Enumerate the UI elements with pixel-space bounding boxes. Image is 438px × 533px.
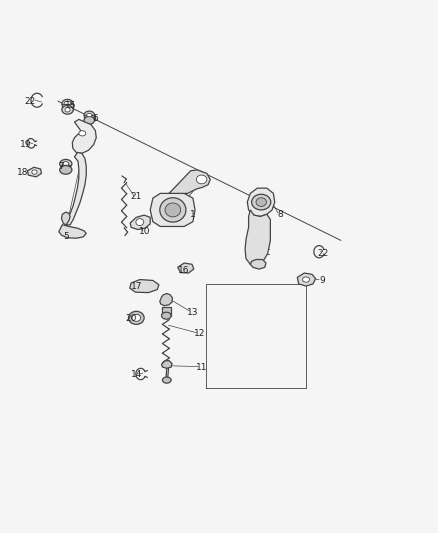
Polygon shape [178,263,194,273]
Text: 10: 10 [139,227,151,236]
Text: 8: 8 [277,210,283,219]
Polygon shape [59,225,86,238]
Ellipse shape [132,314,141,321]
Text: 21: 21 [131,192,142,201]
Text: 19: 19 [20,140,31,149]
Polygon shape [162,360,172,368]
Text: 17: 17 [131,281,142,290]
Ellipse shape [303,277,310,282]
Bar [84,115,95,120]
Ellipse shape [196,175,207,184]
Polygon shape [245,210,270,265]
Text: 1: 1 [190,210,196,219]
Ellipse shape [62,99,73,108]
Bar [61,165,70,169]
Ellipse shape [162,312,171,319]
Text: 14: 14 [131,370,142,379]
Polygon shape [160,294,173,305]
Text: 7: 7 [59,162,64,171]
Text: 6: 6 [92,114,98,123]
Polygon shape [28,167,42,177]
Ellipse shape [84,111,95,119]
Ellipse shape [62,106,73,114]
Polygon shape [130,279,159,293]
Polygon shape [169,170,210,193]
Ellipse shape [128,311,144,325]
Bar [162,307,171,316]
Text: 9: 9 [320,276,325,285]
Ellipse shape [84,116,95,124]
Text: 16: 16 [178,266,190,276]
Polygon shape [66,152,86,225]
Ellipse shape [64,101,71,107]
Text: 5: 5 [63,231,69,240]
Polygon shape [297,273,316,286]
Polygon shape [61,212,70,225]
Ellipse shape [32,170,37,174]
Ellipse shape [160,198,186,222]
Text: 12: 12 [194,329,205,338]
Ellipse shape [252,194,271,210]
Bar [62,104,73,110]
Polygon shape [247,188,275,216]
Polygon shape [72,119,96,154]
Ellipse shape [60,159,72,168]
Ellipse shape [63,161,69,166]
Polygon shape [150,193,195,227]
Ellipse shape [136,219,144,225]
Text: 18: 18 [17,168,28,177]
Ellipse shape [79,131,86,136]
Text: 20: 20 [125,314,137,323]
Polygon shape [251,260,266,269]
Ellipse shape [256,198,266,206]
Ellipse shape [60,166,72,174]
Text: 22: 22 [24,96,35,106]
Text: 22: 22 [318,249,329,258]
Text: 11: 11 [196,363,207,372]
Ellipse shape [162,377,171,383]
Ellipse shape [87,114,92,117]
Text: 15: 15 [65,101,77,110]
Polygon shape [130,215,150,230]
Ellipse shape [165,203,181,217]
Text: 13: 13 [187,308,199,317]
Ellipse shape [65,108,70,112]
